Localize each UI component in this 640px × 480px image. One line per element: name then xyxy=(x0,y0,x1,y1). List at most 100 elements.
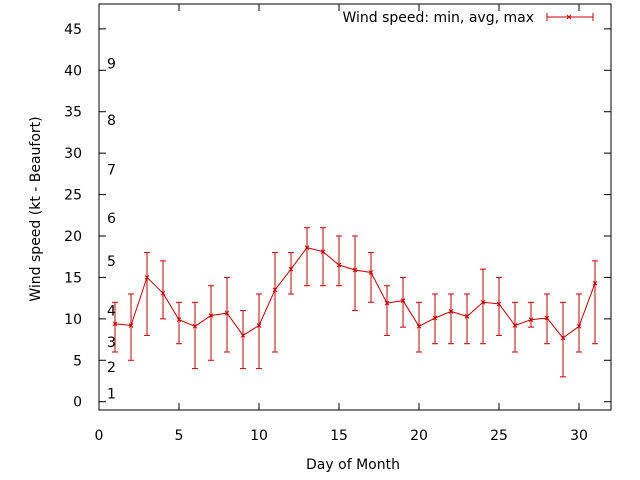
error-bar xyxy=(368,252,374,303)
point-mark xyxy=(288,266,294,272)
error-bar xyxy=(352,235,358,312)
data-point xyxy=(208,313,214,318)
x-axis-label: Day of Month xyxy=(306,457,400,473)
error-bar xyxy=(480,268,486,345)
error-bar xyxy=(240,310,246,370)
error-bar xyxy=(400,276,406,328)
y-tick-label: 30 xyxy=(64,146,82,162)
point-mark xyxy=(112,321,118,327)
data-point xyxy=(448,309,454,314)
y-axis-label: Wind speed (kt - Beaufort) xyxy=(28,116,44,301)
point-mark xyxy=(400,298,406,303)
y-tick-label: 15 xyxy=(64,270,82,286)
point-mark xyxy=(512,323,518,328)
error-bar xyxy=(464,293,470,345)
data-point xyxy=(352,267,358,273)
beaufort-label: 3 xyxy=(107,335,116,351)
legend-label: Wind speed: min, avg, max xyxy=(342,10,534,26)
y-tick-label: 0 xyxy=(73,395,82,411)
data-point xyxy=(192,323,198,329)
y-tick-label: 45 xyxy=(64,22,82,38)
error-bar xyxy=(432,293,438,345)
data-point xyxy=(592,280,598,286)
data-point xyxy=(416,323,422,329)
data-point xyxy=(256,323,262,328)
y-tick-label: 10 xyxy=(64,312,82,328)
point-mark xyxy=(416,323,422,329)
point-mark xyxy=(448,309,454,314)
data-point xyxy=(240,333,246,338)
error-bar xyxy=(560,301,566,378)
error-bar xyxy=(192,301,198,370)
y-tick-label: 35 xyxy=(64,105,82,121)
data-point xyxy=(480,299,486,305)
point-mark xyxy=(160,290,166,296)
data-point xyxy=(400,298,406,303)
error-bar xyxy=(128,293,134,361)
data-point xyxy=(144,275,150,280)
data-point xyxy=(576,323,582,329)
point-mark xyxy=(576,323,582,329)
legend: Wind speed: min, avg, max xyxy=(342,10,594,26)
data-point xyxy=(560,335,566,341)
data-point xyxy=(384,300,390,306)
data-point xyxy=(224,310,230,316)
x-tick-label: 15 xyxy=(330,428,348,444)
error-bar xyxy=(224,276,230,353)
point-mark xyxy=(368,270,374,275)
error-bar xyxy=(512,301,518,353)
data-point xyxy=(288,266,294,272)
x-tick-label: 20 xyxy=(410,428,428,444)
error-bar xyxy=(528,301,534,328)
point-mark xyxy=(480,299,486,305)
point-mark xyxy=(528,317,534,323)
error-bar xyxy=(416,301,422,353)
y-tick-label: 25 xyxy=(64,188,82,204)
error-bar xyxy=(112,301,118,353)
point-mark xyxy=(176,317,182,323)
data-point xyxy=(304,245,310,250)
error-bar xyxy=(288,252,294,295)
error-bar xyxy=(592,260,598,345)
point-mark xyxy=(304,245,310,250)
y-tick-label: 40 xyxy=(64,63,82,79)
error-bar xyxy=(320,227,326,287)
data-points xyxy=(112,245,598,341)
error-bars xyxy=(112,227,598,378)
beaufort-label: 6 xyxy=(107,211,116,227)
point-mark xyxy=(592,280,598,286)
error-bar xyxy=(144,252,150,336)
error-bar xyxy=(384,285,390,336)
point-mark xyxy=(224,310,230,316)
data-point xyxy=(336,262,342,268)
error-bar xyxy=(544,293,550,345)
data-point xyxy=(176,317,182,323)
point-mark xyxy=(544,315,550,321)
data-point xyxy=(432,315,438,321)
data-point xyxy=(320,249,326,255)
error-bar xyxy=(160,260,166,320)
point-mark xyxy=(320,249,326,255)
point-mark xyxy=(464,314,470,319)
data-point xyxy=(272,287,278,293)
point-mark xyxy=(144,275,150,280)
beaufort-label: 7 xyxy=(107,163,116,179)
beaufort-label: 5 xyxy=(107,254,116,270)
error-bar xyxy=(576,293,582,353)
point-mark xyxy=(192,323,198,329)
data-point xyxy=(112,321,118,327)
error-bar xyxy=(336,235,342,287)
beaufort-label: 9 xyxy=(107,57,116,73)
error-bar xyxy=(304,227,310,287)
beaufort-scale-labels: 1 2 3 4 5 6 7 8 9 xyxy=(107,57,116,403)
beaufort-label: 8 xyxy=(107,113,116,129)
data-point xyxy=(544,315,550,321)
point-mark xyxy=(496,301,502,307)
point-mark xyxy=(208,313,214,318)
data-point xyxy=(368,270,374,275)
point-mark xyxy=(240,333,246,338)
beaufort-label: 1 xyxy=(107,386,116,402)
x-tick-label: 30 xyxy=(570,428,588,444)
